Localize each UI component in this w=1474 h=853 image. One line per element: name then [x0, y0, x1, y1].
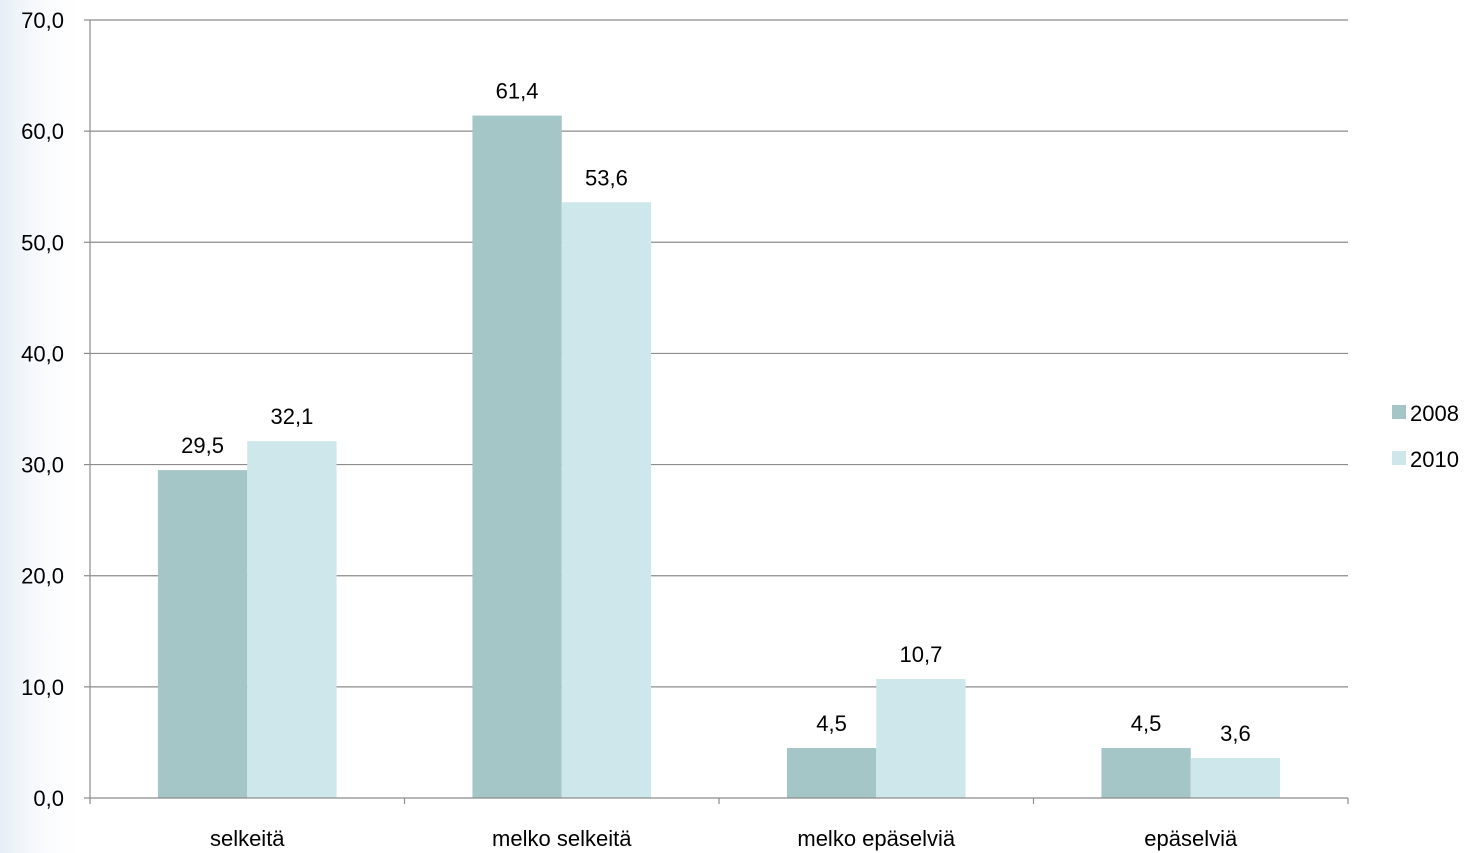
y-tick-label: 20,0: [21, 564, 64, 589]
x-category-label: selkeitä: [210, 826, 285, 851]
bars: [157, 115, 1281, 798]
bar-2010: [876, 679, 966, 798]
y-tick-label: 10,0: [21, 675, 64, 700]
y-tick-label: 60,0: [21, 119, 64, 144]
y-tick-label: 40,0: [21, 341, 64, 366]
bar-2010: [1190, 757, 1281, 798]
bar-2010: [247, 441, 337, 798]
y-axis-tick-labels: 0,0 10,0 20,0 30,0 40,0 50,0 60,0 70,0: [21, 8, 64, 811]
data-label: 29,5: [181, 433, 224, 458]
background-decoration: [0, 0, 90, 853]
y-tick-label: 70,0: [21, 8, 64, 33]
legend-swatch: [1392, 451, 1406, 465]
data-label: 3,6: [1220, 721, 1251, 746]
data-label: 32,1: [270, 404, 313, 429]
data-labels: 29,5 32,1 61,4 53,6 4,5 10,7 4,5 3,6: [181, 79, 1251, 746]
y-tick-label: 50,0: [21, 230, 64, 255]
data-label: 4,5: [1131, 711, 1162, 736]
data-label: 53,6: [585, 165, 628, 190]
x-category-label: melko selkeitä: [492, 826, 632, 851]
bar-2008: [157, 470, 248, 798]
legend-swatch: [1392, 405, 1406, 419]
legend-label: 2008: [1410, 401, 1459, 426]
y-tick-label: 30,0: [21, 453, 64, 478]
bar-2008: [786, 747, 877, 798]
x-category-label: melko epäselviä: [797, 826, 956, 851]
data-label: 10,7: [899, 642, 942, 667]
bar-2010: [561, 202, 652, 798]
y-tick-label: 0,0: [33, 786, 64, 811]
data-label: 61,4: [496, 79, 539, 104]
bar-2008: [472, 115, 562, 798]
bar-2008: [1101, 747, 1191, 798]
legend-label: 2010: [1410, 447, 1459, 472]
x-axis-category-labels: selkeitä melko selkeitä melko epäselviä epä…: [210, 826, 1238, 851]
data-label: 4,5: [816, 711, 847, 736]
axes: [84, 19, 1349, 804]
x-category-label: epäselviä: [1144, 826, 1238, 851]
legend: 2008 2010: [1392, 401, 1459, 472]
